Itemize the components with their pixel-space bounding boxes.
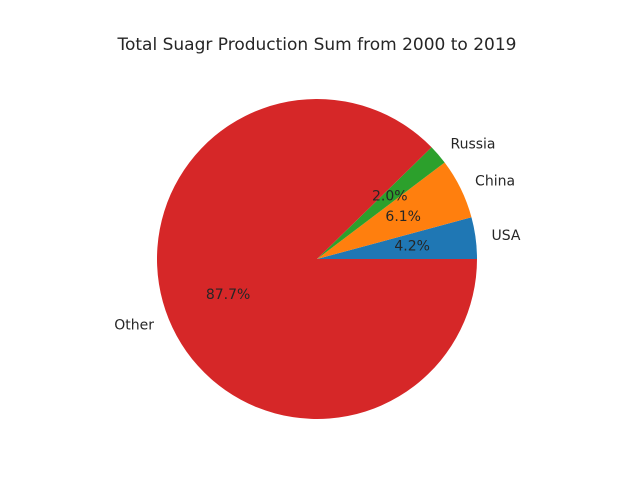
percent-label-usa: 4.2% [394,238,430,254]
pie-slice-usa [317,217,477,259]
percent-label-russia: 2.0% [372,188,408,204]
pie-slice-russia [317,147,445,259]
percent-label-china: 6.1% [385,209,421,225]
pie-slice-other [156,98,477,419]
category-label-china: China [475,174,515,190]
category-label-usa: USA [491,228,520,244]
category-labels: USA China Russia Other [114,136,521,333]
category-label-other: Other [114,317,154,333]
pie-slices [156,98,477,419]
pie-slice-china [317,162,472,259]
category-label-russia: Russia [450,136,495,152]
percent-label-other: 87.7% [206,287,250,303]
chart-title: Total Suagr Production Sum from 2000 to … [116,35,516,55]
percent-labels: 4.2% 6.1% 2.0% 87.7% [206,188,430,303]
